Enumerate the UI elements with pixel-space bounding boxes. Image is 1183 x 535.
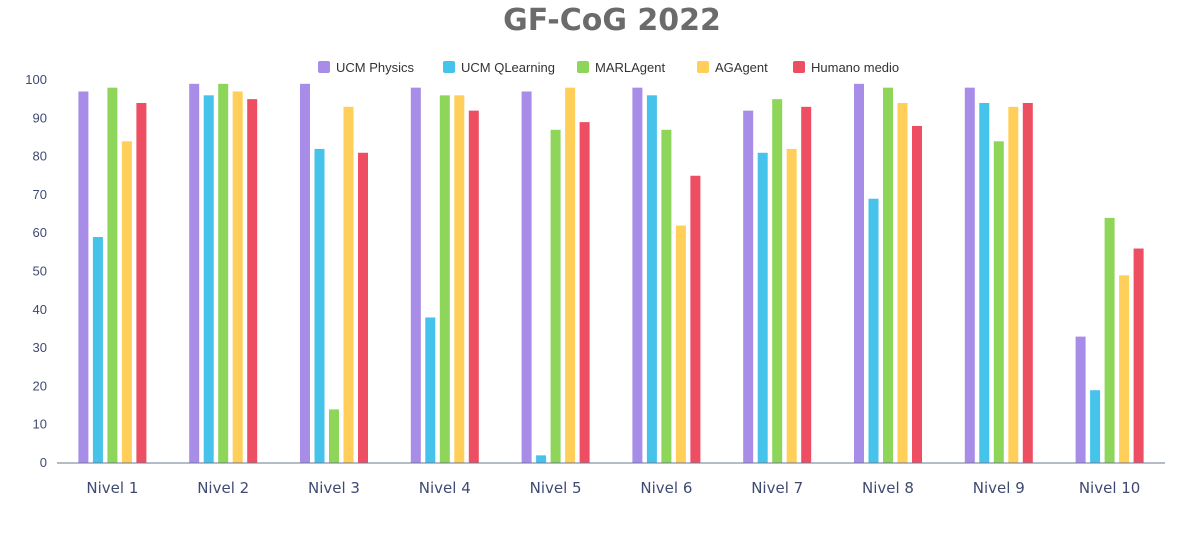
legend-swatch	[577, 61, 589, 73]
x-tick-label: Nivel 1	[86, 479, 138, 497]
bar	[247, 99, 258, 464]
x-tick-label: Nivel 6	[640, 479, 692, 497]
bar	[993, 141, 1004, 463]
bar	[550, 129, 561, 464]
bar	[92, 237, 103, 463]
bar	[218, 83, 229, 463]
bar	[78, 91, 89, 464]
bar	[979, 102, 990, 463]
legend-swatch	[318, 61, 330, 73]
bar	[1075, 336, 1086, 463]
bar	[107, 87, 118, 463]
bars	[78, 83, 1144, 464]
bar	[1133, 248, 1144, 463]
bar	[454, 95, 465, 463]
bar	[136, 102, 147, 463]
bar	[565, 87, 576, 463]
bar	[772, 99, 783, 464]
legend-label: UCM Physics	[336, 60, 415, 75]
chart-legend: UCM Physics UCM QLearning MARLAgent AGAgent…	[318, 60, 899, 75]
x-tick-label: Nivel 5	[530, 479, 582, 497]
bar	[883, 87, 893, 463]
bar	[189, 83, 200, 463]
x-tick-label: Nivel 9	[973, 479, 1025, 497]
legend-label: AGAgent	[715, 60, 768, 75]
x-tick-label: Nivel 2	[197, 479, 249, 497]
bar	[1104, 217, 1115, 463]
legend-label: MARLAgent	[595, 60, 665, 75]
y-tick-label: 80	[33, 149, 47, 164]
bar	[1119, 275, 1130, 463]
bar	[536, 455, 547, 463]
bar	[786, 148, 797, 463]
bar	[854, 83, 864, 463]
bar	[868, 198, 879, 464]
legend-label: Humano medio	[811, 60, 899, 75]
legend-swatch	[793, 61, 805, 73]
legend-label: UCM QLearning	[461, 60, 555, 75]
bar	[743, 110, 754, 463]
bar	[632, 87, 643, 463]
bar	[439, 95, 450, 463]
bar	[203, 95, 214, 463]
y-tick-label: 50	[33, 264, 47, 279]
legend-swatch	[697, 61, 709, 73]
bar	[329, 409, 339, 463]
bar	[1022, 102, 1033, 463]
x-tick-label: Nivel 3	[308, 479, 360, 497]
x-tick-label: Nivel 4	[419, 479, 471, 497]
bar	[675, 225, 686, 463]
bar	[1090, 390, 1101, 463]
bar	[314, 148, 325, 463]
bar	[343, 106, 354, 463]
bar	[897, 102, 908, 463]
x-tick-label: Nivel 7	[751, 479, 803, 497]
y-tick-label: 0	[40, 455, 47, 470]
y-tick-label: 100	[25, 72, 47, 87]
bar	[690, 175, 701, 463]
bar	[912, 125, 922, 464]
bar	[410, 87, 421, 463]
chart-title: GF-CoG 2022	[503, 3, 721, 38]
bar	[757, 152, 768, 463]
bar	[801, 106, 812, 463]
bar	[425, 317, 436, 463]
bar	[964, 87, 975, 463]
bar	[232, 91, 243, 464]
y-tick-label: 90	[33, 110, 47, 125]
bar	[121, 141, 132, 463]
bar	[579, 122, 590, 463]
x-tick-label: Nivel 10	[1079, 479, 1141, 497]
bar	[1008, 106, 1019, 463]
bar	[521, 91, 532, 464]
y-tick-label: 30	[33, 340, 47, 355]
y-tick-label: 10	[33, 417, 47, 432]
y-tick-label: 60	[33, 225, 47, 240]
y-tick-label: 40	[33, 302, 47, 317]
bar	[358, 152, 368, 463]
y-tick-label: 70	[33, 187, 47, 202]
x-axis: Nivel 1 Nivel 2 Nivel 3 Nivel 4 Nivel 5 Nivel…	[86, 479, 1140, 497]
y-tick-label: 20	[33, 378, 47, 393]
x-tick-label: Nivel 8	[862, 479, 914, 497]
bar	[661, 129, 672, 464]
bar	[300, 83, 310, 463]
legend-swatch	[443, 61, 455, 73]
bar	[468, 110, 479, 463]
bar	[646, 95, 657, 463]
y-axis: 0 10 20 30 40 50 60 70 80 90 100	[25, 72, 47, 470]
